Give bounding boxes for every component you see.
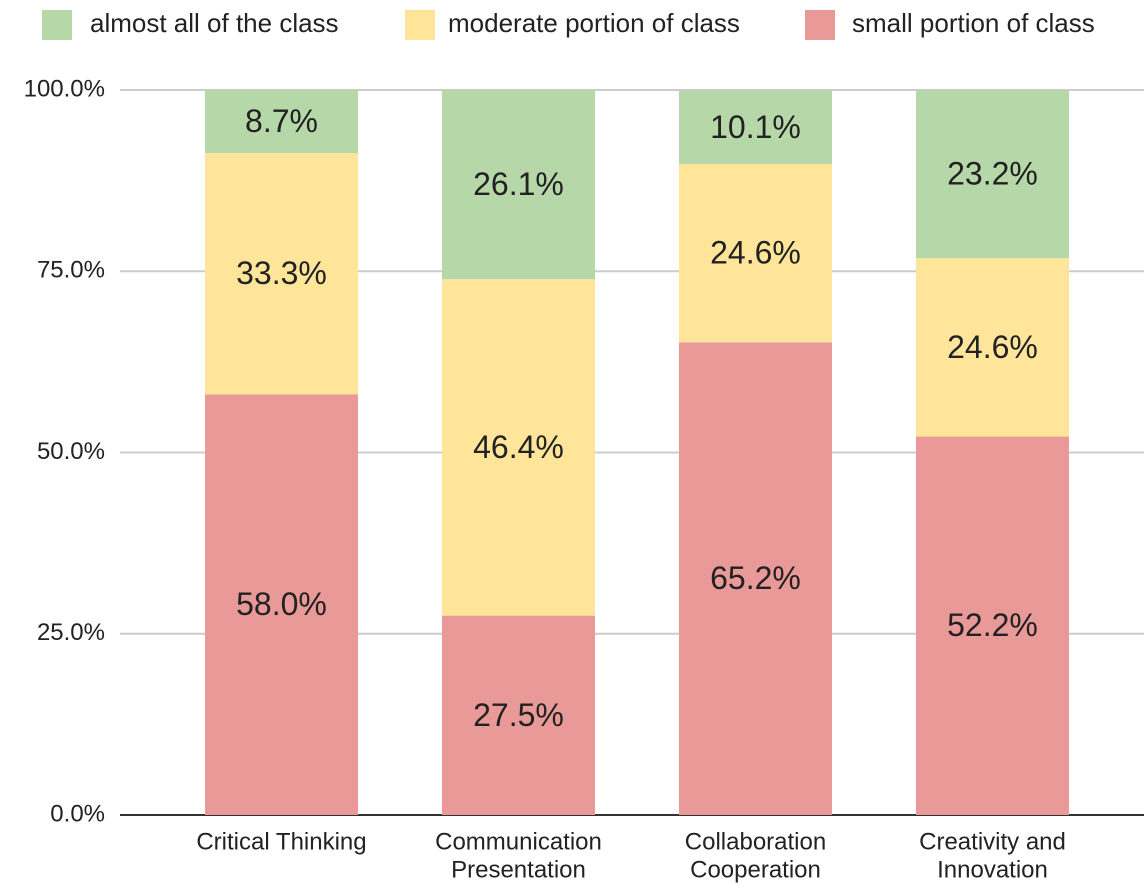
bar-segment: [205, 153, 358, 395]
bar-segment: [679, 90, 832, 164]
bar-segment: [679, 163, 832, 343]
bar-segment: [205, 90, 358, 154]
bar-segment: [442, 279, 595, 616]
legend-label: moderate portion of class: [448, 8, 740, 38]
data-label: 26.1%: [473, 166, 564, 202]
data-label: 24.6%: [947, 329, 1038, 365]
bar-segment: [916, 258, 1069, 437]
y-tick-label: 50.0%: [37, 438, 105, 465]
bar-segment: [442, 615, 595, 815]
bar-segment: [916, 90, 1069, 259]
legend-label: almost all of the class: [90, 8, 339, 38]
data-label: 10.1%: [710, 109, 801, 145]
legend-swatch: [405, 10, 435, 40]
data-label: 24.6%: [710, 235, 801, 271]
data-label: 46.4%: [473, 429, 564, 465]
x-tick-label: Cooperation: [690, 856, 821, 883]
x-tick-label: Collaboration: [685, 828, 826, 855]
bar-segment: [916, 436, 1069, 815]
data-label: 33.3%: [236, 255, 327, 291]
legend-swatch: [42, 10, 72, 40]
legend-swatch: [805, 10, 835, 40]
data-label: 58.0%: [236, 586, 327, 622]
y-tick-label: 0.0%: [50, 800, 105, 827]
x-tick-label: Innovation: [937, 856, 1048, 883]
bar-segment: [205, 394, 358, 815]
x-tick-label: Presentation: [451, 856, 586, 883]
data-label: 65.2%: [710, 560, 801, 596]
bar-segment: [679, 342, 832, 815]
bar-segment: [442, 90, 595, 280]
data-label: 52.2%: [947, 607, 1038, 643]
y-tick-label: 75.0%: [37, 257, 105, 284]
y-tick-label: 100.0%: [24, 75, 105, 102]
data-label: 8.7%: [245, 103, 318, 139]
y-tick-label: 25.0%: [37, 619, 105, 646]
x-tick-label: Critical Thinking: [196, 828, 366, 855]
data-label: 27.5%: [473, 697, 564, 733]
x-tick-label: Creativity and: [919, 828, 1066, 855]
data-label: 23.2%: [947, 156, 1038, 192]
legend-label: small portion of class: [852, 8, 1095, 38]
x-tick-label: Communication: [435, 828, 602, 855]
